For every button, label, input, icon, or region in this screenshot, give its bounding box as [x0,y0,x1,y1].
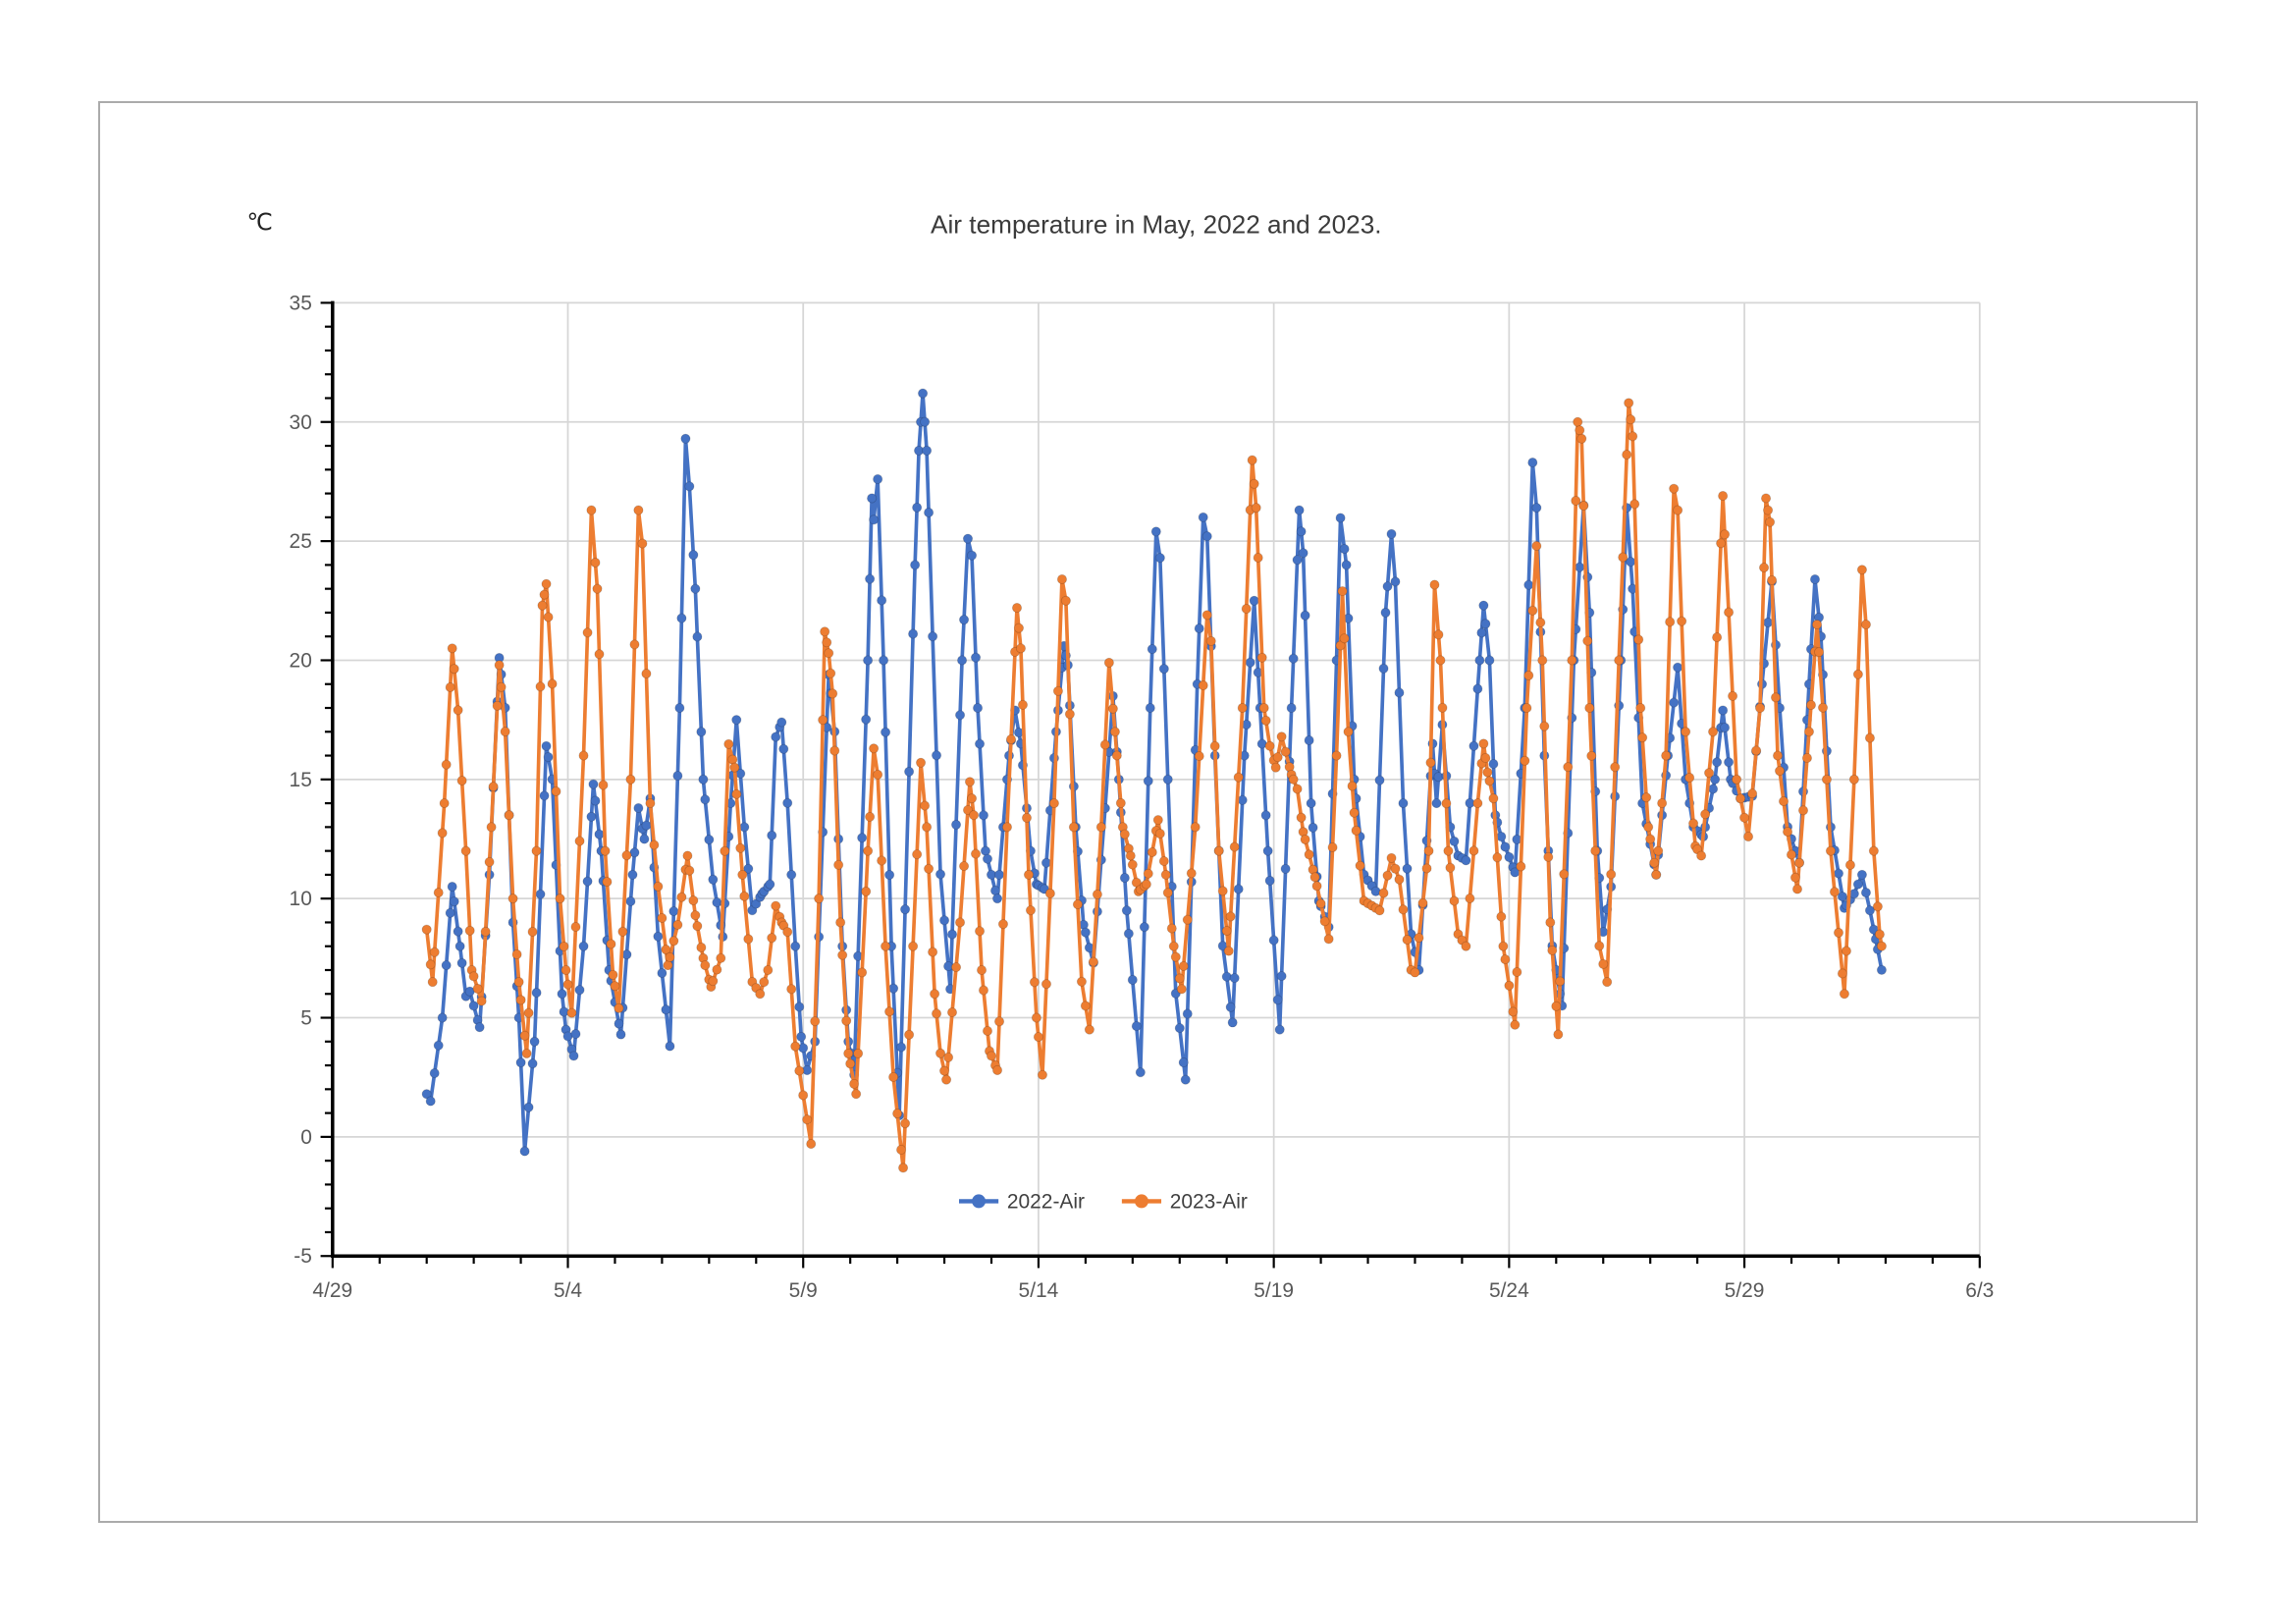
x-tick-label: 5/24 [1489,1279,1529,1302]
legend-dot-marker-icon [972,1194,987,1209]
legend: 2022-Air 2023-Air [958,1190,1248,1213]
legend-label: 2022-Air [1007,1190,1085,1213]
legend-label: 2023-Air [1170,1190,1248,1213]
series-line-2023-Air [424,401,1884,1170]
series-2022-Air [421,388,1887,1157]
x-tick-label: 5/29 [1725,1279,1765,1302]
y-tick-label: -5 [294,1245,312,1268]
chart-title: Air temperature in May, 2022 and 2023. [931,210,1382,240]
series-markers-2023-Air [421,398,1887,1173]
x-tick-label: 5/4 [554,1279,582,1302]
legend-item-2022-Air[interactable]: 2022-Air [958,1190,1085,1213]
x-tick-label: 4/29 [312,1279,352,1302]
x-tick-label: 5/9 [789,1279,818,1302]
page-frame: Air temperature in May, 2022 and 2023. ℃ -… [98,101,2198,1523]
series-2023-Air [421,398,1887,1173]
y-tick-label: 30 [290,411,312,434]
y-axis-tick-labels: -5 0 5 10 15 20 25 30 35 [290,292,312,1268]
y-tick-label: 35 [290,292,312,314]
y-tick-label: 5 [300,1007,312,1030]
axes [320,300,1981,1269]
legend-dot-marker-icon [1134,1194,1148,1209]
y-tick-label: 15 [290,769,312,791]
y-tick-label: 10 [290,888,312,910]
x-tick-label: 5/19 [1254,1279,1294,1302]
x-tick-label: 5/14 [1019,1279,1059,1302]
y-tick-label: 20 [290,649,312,672]
y-tick-label: 0 [300,1126,312,1149]
y-tick-label: 25 [290,530,312,553]
series-markers-2022-Air [421,388,1887,1157]
y-axis-unit-label: ℃ [247,209,273,235]
x-axis-tick-labels: 4/29 5/4 5/9 5/14 5/19 5/24 5/29 6/3 [312,1279,1994,1302]
legend-item-2023-Air[interactable]: 2023-Air [1121,1190,1248,1213]
temperature-chart: Air temperature in May, 2022 and 2023. ℃ -… [247,209,1995,1302]
x-tick-label: 6/3 [1965,1279,1994,1302]
